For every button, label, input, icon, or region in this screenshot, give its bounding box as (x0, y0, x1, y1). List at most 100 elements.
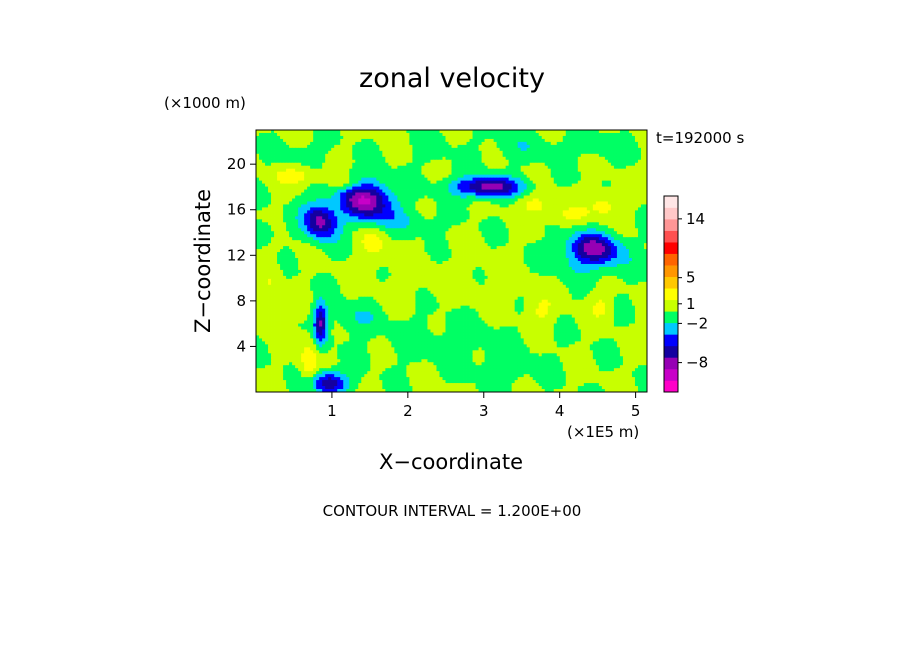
field-cell (565, 186, 570, 190)
field-cell (358, 195, 362, 199)
field-cell (553, 141, 558, 146)
field-cell (535, 216, 540, 220)
field-cell (586, 162, 591, 167)
field-cell (337, 222, 341, 226)
field-cell (454, 189, 458, 193)
field-cell (526, 150, 531, 155)
field-cell (463, 186, 467, 190)
field-cell (517, 186, 522, 190)
field-cell (298, 138, 302, 143)
field-cell (340, 222, 344, 226)
field-cell (514, 183, 519, 187)
field-cell (541, 144, 546, 149)
field-cell (421, 207, 425, 211)
field-cell (619, 213, 624, 217)
field-cell (580, 186, 585, 190)
field-cell (538, 180, 543, 184)
field-cell (463, 204, 467, 208)
field-cell (547, 132, 552, 137)
field-cell (436, 225, 440, 229)
field-cell (415, 144, 419, 149)
field-cell (433, 153, 437, 158)
field-cell (280, 189, 284, 193)
field-cell (415, 225, 419, 229)
field-cell (412, 183, 416, 187)
field-cell (457, 144, 461, 149)
field-cell (295, 234, 299, 238)
field-cell (583, 201, 588, 205)
field-cell (604, 195, 609, 199)
field-cell (484, 231, 488, 235)
field-cell (532, 234, 537, 238)
field-cell (439, 171, 443, 176)
field-cell (601, 207, 606, 211)
field-cell (577, 153, 582, 158)
field-cell (304, 156, 308, 161)
field-cell (514, 147, 519, 152)
field-cell (463, 240, 467, 244)
field-cell (541, 219, 546, 223)
field-cell (331, 147, 335, 152)
field-cell (475, 174, 479, 179)
field-cell (541, 177, 546, 182)
field-cell (562, 156, 567, 161)
field-cell (613, 138, 618, 143)
field-cell (313, 243, 317, 247)
field-cell (427, 207, 431, 211)
field-cell (634, 141, 639, 146)
field-cell (274, 204, 278, 208)
field-cell (607, 171, 612, 176)
field-cell (349, 243, 353, 247)
field-cell (409, 213, 413, 217)
field-cell (547, 147, 552, 152)
field-cell (286, 204, 290, 208)
field-cell (367, 168, 371, 173)
field-cell (292, 177, 296, 182)
field-cell (421, 138, 425, 143)
field-cell (397, 231, 401, 235)
field-cell (529, 204, 534, 208)
field-cell (319, 162, 323, 167)
field-cell (466, 144, 470, 149)
field-cell (343, 147, 347, 152)
field-cell (607, 180, 612, 184)
field-cell (310, 213, 314, 217)
field-cell (307, 132, 311, 137)
field-cell (403, 150, 407, 155)
field-cell (529, 219, 534, 223)
field-cell (544, 210, 549, 214)
field-cell (292, 213, 296, 217)
field-cell (451, 228, 455, 232)
field-cell (595, 144, 600, 149)
field-cell (502, 189, 507, 193)
field-cell (511, 222, 516, 226)
field-cell (544, 207, 549, 211)
field-cell (628, 162, 633, 167)
field-cell (643, 219, 648, 223)
field-cell (412, 186, 416, 190)
field-cell (589, 138, 594, 143)
field-cell (541, 141, 546, 146)
field-cell (439, 231, 443, 235)
field-cell (598, 228, 603, 232)
field-cell (343, 237, 347, 241)
field-cell (478, 180, 482, 184)
field-cell (361, 130, 365, 134)
field-cell (349, 225, 353, 229)
field-cell (292, 159, 296, 164)
field-cell (517, 204, 522, 208)
field-cell (319, 210, 323, 214)
field-cell (289, 153, 293, 158)
field-cell (412, 159, 416, 164)
field-cell (616, 237, 621, 241)
field-cell (628, 174, 633, 179)
field-cell (262, 201, 266, 205)
field-cell (319, 234, 323, 238)
field-cell (520, 186, 525, 190)
field-cell (484, 198, 488, 202)
field-cell (310, 177, 314, 182)
field-cell (274, 228, 278, 232)
field-cell (304, 177, 308, 182)
field-cell (283, 210, 287, 214)
field-cell (388, 168, 392, 173)
